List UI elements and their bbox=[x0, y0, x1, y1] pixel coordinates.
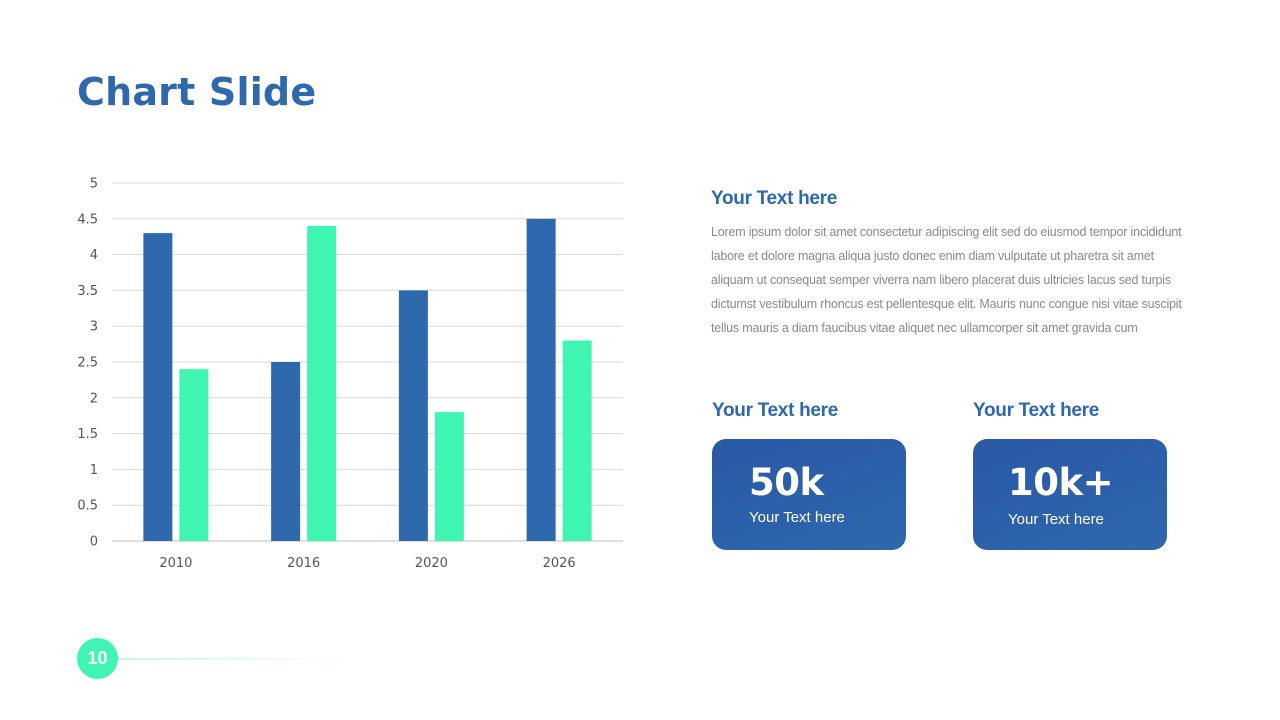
y-tick-label: 1 bbox=[90, 463, 98, 478]
stat-label-1: Your Text here bbox=[749, 509, 845, 526]
bar-2026-series-2 bbox=[562, 340, 592, 541]
x-tick-label: 2010 bbox=[159, 556, 192, 571]
stat-value-2: 10k+ bbox=[1008, 461, 1114, 504]
chart-y-ticks: 0 0.5 1 1.5 2 2.5 3 3.5 4 4.5 5 bbox=[77, 177, 98, 550]
bar-2020-series-2 bbox=[434, 412, 464, 541]
y-tick-label: 4 bbox=[90, 248, 98, 263]
y-tick-label: 3.5 bbox=[77, 284, 98, 299]
y-tick-label: 2 bbox=[90, 391, 98, 406]
bar-2010-series-1 bbox=[143, 233, 173, 541]
bar-2020-series-1 bbox=[398, 290, 428, 541]
stat-label-2: Your Text here bbox=[1008, 511, 1104, 528]
bar-2010-series-2 bbox=[179, 369, 209, 541]
y-tick-label: 3 bbox=[90, 320, 98, 335]
y-tick-label: 5 bbox=[90, 177, 98, 192]
bar-2026-series-1 bbox=[526, 218, 556, 542]
stat-card-2: 10k+ Your Text here bbox=[973, 439, 1167, 550]
chart-bars bbox=[143, 218, 592, 542]
y-tick-label: 0.5 bbox=[77, 499, 98, 514]
x-tick-label: 2016 bbox=[287, 556, 320, 571]
y-tick-label: 0 bbox=[90, 535, 98, 550]
bar-2016-series-1 bbox=[271, 362, 301, 541]
stat-heading-1: Your Text here bbox=[712, 400, 839, 421]
x-tick-label: 2020 bbox=[415, 556, 448, 571]
slide-title: Chart Slide bbox=[77, 70, 317, 114]
stat-heading-2: Your Text here bbox=[973, 400, 1100, 421]
footer-line bbox=[118, 658, 358, 660]
x-tick-label: 2026 bbox=[543, 556, 576, 571]
chart-x-ticks: 2010 2016 2020 2026 bbox=[159, 556, 575, 571]
y-tick-label: 4.5 bbox=[77, 212, 98, 227]
text-block-heading: Your Text here bbox=[711, 188, 838, 209]
stat-value-1: 50k bbox=[749, 461, 824, 504]
text-block-body: Lorem ipsum dolor sit amet consectetur a… bbox=[711, 225, 1182, 335]
y-tick-label: 2.5 bbox=[77, 356, 98, 371]
stat-card-1: 50k Your Text here bbox=[712, 439, 906, 550]
bar-2016-series-2 bbox=[307, 225, 337, 541]
y-tick-label: 1.5 bbox=[77, 427, 98, 442]
page-number-badge: 10 bbox=[77, 638, 118, 679]
bar-chart: 0 0.5 1 1.5 2 2.5 3 3.5 4 4.5 5 2010 2016 2020 2026 bbox=[77, 177, 623, 571]
